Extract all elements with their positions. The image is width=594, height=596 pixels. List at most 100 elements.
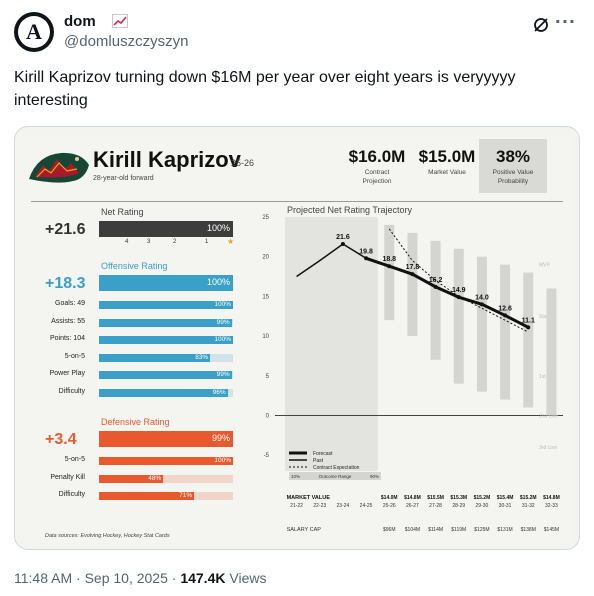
market-value-cell: $15.2M bbox=[520, 495, 537, 501]
defensive-row-label: Difficulty bbox=[58, 491, 85, 498]
past-line bbox=[296, 243, 367, 278]
net-rating-ticks: 4 3 2 1 ★ bbox=[99, 237, 235, 248]
net-rating-label: Net Rating bbox=[101, 207, 144, 217]
y-tick-label: 25 bbox=[262, 215, 269, 221]
offensive-row-pct: 99% bbox=[216, 318, 230, 326]
offensive-row-fill bbox=[99, 336, 233, 344]
contract-projection-value: $16.0M bbox=[348, 147, 406, 166]
tier-label: 2nd Line bbox=[539, 413, 558, 419]
chart-increasing-icon bbox=[112, 14, 128, 28]
legend-range-swatch bbox=[289, 472, 381, 480]
offensive-row-fill bbox=[99, 318, 232, 327]
data-point bbox=[433, 284, 438, 289]
data-point-label: 14.0 bbox=[475, 294, 489, 301]
y-tick-label: 20 bbox=[262, 255, 269, 261]
tweet-text: Kirill Kaprizov turning down $16M per ye… bbox=[14, 69, 516, 109]
defensive-row-fill bbox=[99, 474, 164, 483]
wild-logo-icon bbox=[29, 152, 89, 183]
market-value-value: $15.0M bbox=[418, 147, 476, 166]
data-point-label: 21.6 bbox=[336, 234, 350, 241]
net-tick-label: 3 bbox=[147, 239, 151, 245]
data-point-label: 12.6 bbox=[498, 305, 512, 312]
past-shading bbox=[285, 217, 378, 471]
salary-cap-cell: $145M bbox=[544, 527, 559, 533]
offensive-row-fill bbox=[99, 371, 232, 379]
season: 25-26 bbox=[231, 158, 255, 168]
market-value-header: MARKET VALUE bbox=[287, 495, 331, 501]
offensive-row-track: 96% bbox=[99, 388, 233, 397]
data-point-label: 17.8 bbox=[406, 264, 420, 271]
data-point bbox=[387, 264, 392, 269]
tweet-date[interactable]: Sep 10, 2025 bbox=[84, 570, 168, 586]
offensive-row-label: 5-on-5 bbox=[64, 352, 85, 360]
x-tick-label: 28-29 bbox=[452, 503, 465, 509]
outcome-range-bar bbox=[384, 224, 395, 321]
data-point bbox=[503, 313, 508, 318]
defensive-row-fill bbox=[99, 457, 233, 465]
offensive-row-pct: 99% bbox=[216, 371, 230, 378]
legend-range-low: 10% bbox=[291, 474, 300, 479]
avatar[interactable]: A bbox=[14, 12, 54, 52]
offensive-rating-bar: 100% bbox=[99, 275, 233, 291]
y-tick-label: 10 bbox=[262, 334, 269, 340]
outcome-range-bar bbox=[453, 248, 464, 384]
x-tick-label: 22-23 bbox=[313, 503, 326, 509]
star-icon: ★ bbox=[227, 237, 235, 246]
x-tick-label: 26-27 bbox=[406, 503, 419, 509]
tweet-media-image[interactable]: Kirill Kaprizov 25-26 28-year-old forwar… bbox=[14, 126, 580, 550]
market-value-label: Market Value bbox=[428, 169, 466, 176]
data-point bbox=[479, 302, 484, 307]
legend-range-high: 90% bbox=[370, 474, 379, 479]
data-point-label: 16.2 bbox=[429, 277, 443, 284]
defensive-rating-label: Defensive Rating bbox=[101, 417, 170, 427]
offensive-row-track: 100% bbox=[99, 336, 233, 344]
outcome-range-bar bbox=[523, 272, 534, 408]
offensive-row-track: 99% bbox=[99, 371, 233, 379]
x-tick-label: 31-32 bbox=[522, 503, 535, 509]
data-point bbox=[526, 325, 531, 330]
positive-value-probability: 38% Positive Value Probability bbox=[479, 139, 547, 193]
market-value-cell: $15.3M bbox=[450, 495, 467, 501]
y-tick-label: 15 bbox=[262, 294, 269, 300]
salary-cap-cell: $138M bbox=[521, 527, 536, 533]
more-options-icon[interactable]: ··· bbox=[554, 12, 576, 31]
salary-cap-header: SALARY CAP bbox=[287, 527, 322, 533]
x-tick-label: 23-24 bbox=[337, 503, 350, 509]
views-label: Views bbox=[229, 570, 267, 586]
offensive-row-pct: 100% bbox=[214, 336, 231, 343]
offensive-rating-pct: 100% bbox=[206, 277, 230, 287]
defensive-row-pct: 100% bbox=[214, 457, 231, 464]
tier-label: 3rd Line bbox=[539, 445, 557, 451]
salary-cap-cell: $125M bbox=[474, 527, 489, 533]
x-tick-label: 25-26 bbox=[383, 503, 396, 509]
net-rating-bar: 100% bbox=[99, 221, 233, 237]
offensive-row-label: Power Play bbox=[49, 370, 85, 377]
author-name[interactable]: dom bbox=[64, 13, 96, 30]
defensive-row-track: 71% bbox=[99, 492, 233, 500]
grok-icon[interactable] bbox=[532, 16, 550, 34]
author-handle[interactable]: @domluszczyszyn bbox=[64, 33, 189, 50]
player-subtitle: 28-year-old forward bbox=[93, 175, 154, 182]
offensive-row-label: Goals: 49 bbox=[55, 300, 85, 307]
tier-label: Star bbox=[539, 314, 549, 320]
offensive-row-pct: 96% bbox=[212, 388, 226, 396]
outcome-range-bar bbox=[476, 256, 487, 392]
data-point-label: 18.8 bbox=[382, 256, 396, 263]
salary-cap-cell: $104M bbox=[405, 527, 420, 533]
offensive-row-pct: 100% bbox=[214, 301, 231, 308]
market-value-cell: $15.2M bbox=[474, 495, 491, 501]
tweet-meta: 11:48 AM · Sep 10, 2025 · 147.4K Views bbox=[14, 570, 266, 586]
defensive-row-fill bbox=[99, 492, 195, 500]
y-tick-label: 5 bbox=[266, 374, 270, 380]
positive-value-label-1: Positive Value bbox=[492, 169, 534, 176]
legend-range-mid: Outcome Range bbox=[319, 474, 352, 479]
salary-cap-cell: $131M bbox=[497, 527, 512, 533]
market-value-cell: $14.0M bbox=[381, 495, 398, 501]
defensive-rating-bar: 99% bbox=[99, 431, 233, 447]
header-divider bbox=[31, 201, 563, 202]
avatar-letter: A bbox=[18, 16, 50, 48]
contract-projection-label-2: Projection bbox=[362, 178, 392, 185]
tweet-time[interactable]: 11:48 AM bbox=[14, 570, 73, 586]
x-tick-label: 27-28 bbox=[429, 503, 442, 509]
market-value-cell: $14.8M bbox=[543, 495, 560, 501]
